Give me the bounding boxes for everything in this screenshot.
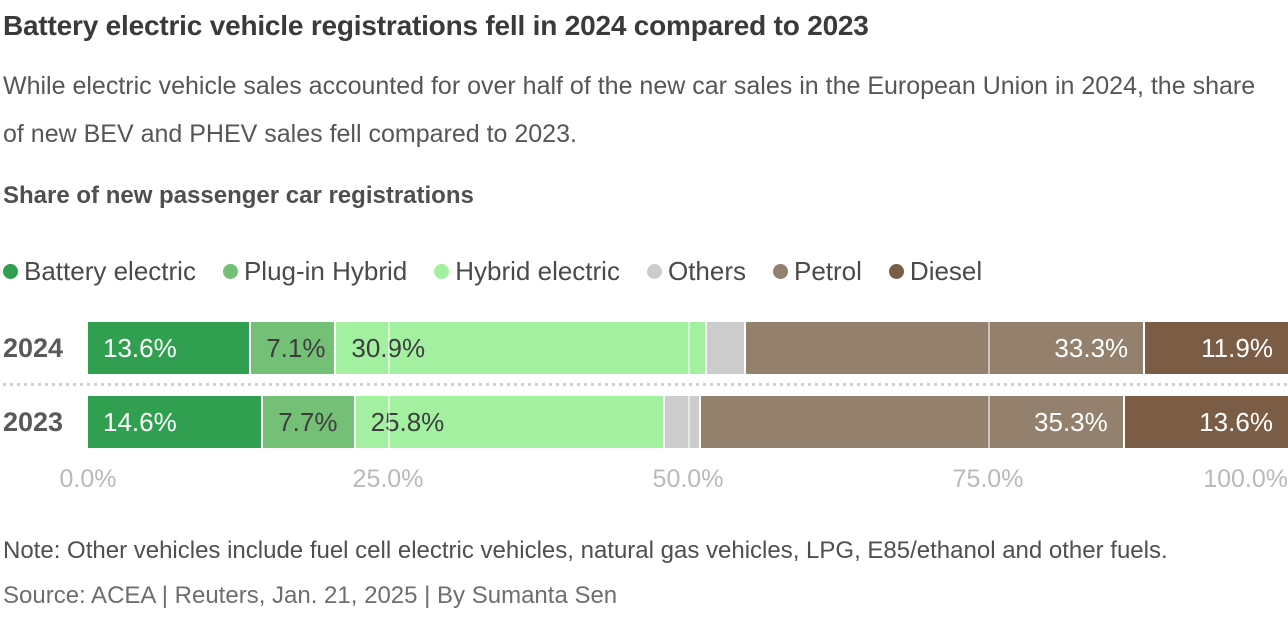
page-title: Battery electric vehicle registrations f… [3, 10, 869, 41]
segment-value-label: 11.9% [1201, 332, 1273, 363]
segment-value-label: 13.6% [103, 332, 177, 363]
gridline-25 [388, 322, 390, 374]
stacked-bar-chart: 2024 13.6% 7.1% 30.9% 33.3% 11.9% 2023 14.6% 7.7… [3, 322, 1288, 448]
segment-value-label: 13.6% [1199, 406, 1273, 437]
segment-value-label: 30.9% [351, 332, 426, 363]
chart-legend: Battery electric Plug-in Hybrid Hybrid ele… [3, 256, 1288, 287]
source-line: Source: ACEA | Reuters, Jan. 21, 2025 | … [3, 582, 618, 609]
segment-others [707, 322, 746, 374]
legend-item-hybrid-electric: Hybrid electric [434, 256, 620, 287]
chart-section-header: Share of new passenger car registrations [3, 182, 474, 209]
segment-value-label: 7.1% [266, 332, 326, 363]
axis-tick-label: 0.0% [59, 465, 117, 493]
legend-item-diesel: Diesel [888, 256, 983, 287]
gridline-75 [988, 396, 990, 448]
year-label: 2024 [3, 332, 64, 363]
legend-label: Petrol [794, 256, 862, 286]
legend-dot-icon [222, 264, 238, 279]
segment-plug-in-hybrid: 7.1% [251, 322, 337, 374]
segment-hybrid-electric: 25.8% [355, 396, 666, 448]
segment-value-label: 14.6% [103, 406, 177, 437]
segment-plug-in-hybrid: 7.7% [263, 396, 356, 448]
x-axis: 0.0% 25.0% 50.0% 75.0% 100.0% [60, 465, 1288, 497]
segment-diesel: 13.6% [1124, 396, 1288, 448]
legend-dot-icon [888, 264, 904, 279]
legend-dot-icon [434, 264, 450, 279]
gridline-50 [688, 396, 690, 448]
footnote: Note: Other vehicles include fuel cell e… [3, 537, 1168, 564]
gridline-75 [988, 322, 990, 374]
segment-value-label: 35.3% [1034, 406, 1108, 437]
segment-battery-electric: 13.6% [88, 322, 252, 374]
chart-page: Battery electric vehicle registrations f… [0, 10, 1288, 610]
legend-label: Others [667, 256, 746, 286]
axis-tick-label: 100.0% [1203, 465, 1288, 493]
legend-dot-icon [3, 264, 18, 279]
legend-dot-icon [646, 264, 662, 279]
legend-label: Diesel [909, 256, 983, 286]
bar-row-2024: 2024 13.6% 7.1% 30.9% 33.3% 11.9% [3, 322, 1288, 374]
segment-battery-electric: 14.6% [88, 396, 264, 448]
axis-tick-label: 50.0% [652, 465, 724, 493]
stacked-bar-2024: 13.6% 7.1% 30.9% 33.3% 11.9% [88, 322, 1288, 374]
axis-tick-label: 25.0% [352, 465, 424, 493]
gridline-50 [688, 322, 690, 374]
year-label: 2023 [3, 406, 64, 437]
axis-tick-label: 75.0% [952, 465, 1024, 493]
segment-petrol: 35.3% [701, 396, 1125, 448]
legend-dot-icon [773, 264, 788, 279]
legend-item-plug-in-hybrid: Plug-in Hybrid [222, 256, 408, 287]
legend-label: Battery electric [24, 256, 196, 286]
segment-hybrid-electric: 30.9% [336, 322, 708, 374]
segment-others [665, 396, 702, 448]
segment-value-label: 25.8% [370, 406, 445, 437]
segment-value-label: 33.3% [1054, 332, 1129, 363]
row-separator-dotted [3, 383, 1288, 386]
segment-diesel: 11.9% [1145, 322, 1288, 374]
legend-item-petrol: Petrol [773, 256, 862, 287]
segment-petrol: 33.3% [745, 322, 1146, 374]
legend-item-others: Others [646, 256, 746, 287]
bar-row-2023: 2023 14.6% 7.7% 25.8% 35.3% 13.6% [3, 396, 1288, 448]
page-subtitle: While electric vehicle sales accounted f… [3, 72, 1256, 148]
segment-value-label: 7.7% [278, 406, 338, 437]
legend-item-battery-electric: Battery electric [3, 256, 196, 287]
gridline-25 [388, 396, 390, 448]
stacked-bar-2023: 14.6% 7.7% 25.8% 35.3% 13.6% [88, 396, 1288, 448]
legend-label: Plug-in Hybrid [243, 256, 408, 286]
legend-label: Hybrid electric [455, 256, 620, 286]
